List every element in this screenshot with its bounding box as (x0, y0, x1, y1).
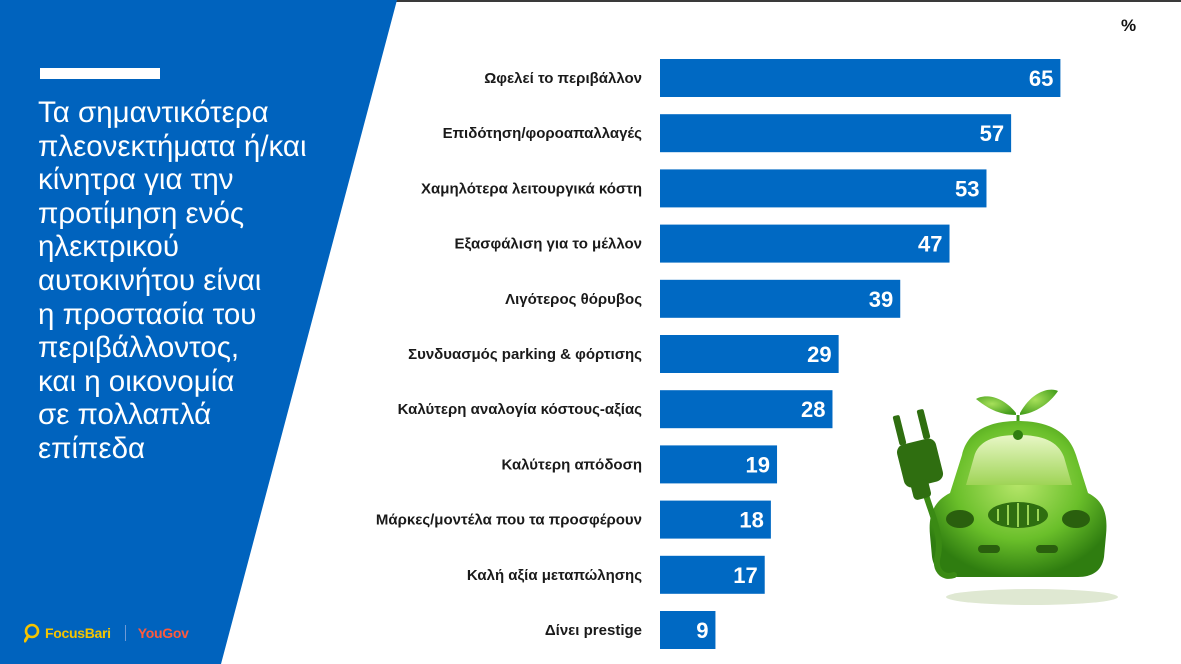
value-label-1: 65 (1029, 66, 1053, 91)
right-fog-light (1036, 545, 1058, 553)
magnifier-icon (24, 623, 40, 643)
left-fog-light (978, 545, 1000, 553)
category-label-5: Λιγότερος θόρυβος (505, 291, 642, 308)
focusbari-logo: FocusBari (24, 623, 111, 643)
plug-icon (892, 409, 957, 579)
unit-label: % (1121, 16, 1137, 35)
bar-11 (660, 611, 716, 649)
left-headlight (946, 510, 974, 528)
bar-5 (660, 279, 901, 318)
bar-6 (660, 335, 839, 373)
focusbari-logo-text: FocusBari (45, 625, 111, 641)
category-label-10: Καλή αξία μεταπώλησης (467, 567, 642, 584)
bar-10 (660, 555, 765, 594)
bar-4 (660, 224, 950, 263)
bar-3 (660, 169, 987, 208)
value-label-11: 9 (696, 618, 708, 643)
category-label-4: Εξασφάλιση για το μέλλον (455, 236, 643, 253)
category-label-6: Συνδυασμός parking & φόρτισης (408, 346, 642, 363)
value-label-2: 57 (980, 121, 1004, 146)
value-label-8: 19 (746, 452, 770, 477)
mirror-dot (1013, 430, 1023, 440)
car-shadow (946, 589, 1118, 605)
bar-8 (660, 445, 778, 484)
value-label-5: 39 (869, 287, 893, 312)
slide-headline: Τα σημαντικότερα πλεονεκτήματα ή/και κίν… (38, 96, 307, 465)
footer-logos: FocusBari YouGov (24, 622, 189, 644)
logo-divider (124, 625, 126, 641)
category-label-11: Δίνει prestige (545, 622, 642, 639)
category-label-7: Καλύτερη αναλογία κόστους-αξίας (398, 401, 643, 418)
car-grille (988, 502, 1048, 528)
right-headlight (1062, 510, 1090, 528)
top-border (0, 0, 1181, 2)
bar-1 (660, 59, 1061, 97)
category-label-2: Επιδότηση/φοροαπαλλαγές (443, 125, 643, 142)
category-label-8: Καλύτερη απόδοση (501, 456, 642, 473)
value-label-9: 18 (739, 508, 763, 533)
bar-2 (660, 114, 1012, 153)
category-label-3: Χαμηλότερα λειτουργικά κόστη (421, 180, 642, 197)
category-label-9: Μάρκες/μοντέλα που τα προσφέρουν (376, 512, 642, 529)
value-label-6: 29 (807, 342, 831, 367)
leaf-icon (976, 389, 1058, 425)
value-label-4: 47 (918, 232, 942, 257)
electric-car-icon (892, 389, 1118, 605)
value-label-3: 53 (955, 176, 979, 201)
accent-bar (40, 68, 160, 79)
car-window (966, 435, 1072, 485)
value-label-10: 17 (733, 563, 757, 588)
bar-9 (660, 500, 771, 539)
yougov-logo: YouGov (137, 625, 189, 641)
bar-7 (660, 390, 833, 429)
category-label-1: Ωφελεί το περιβάλλον (484, 70, 642, 87)
value-label-7: 28 (801, 397, 825, 422)
